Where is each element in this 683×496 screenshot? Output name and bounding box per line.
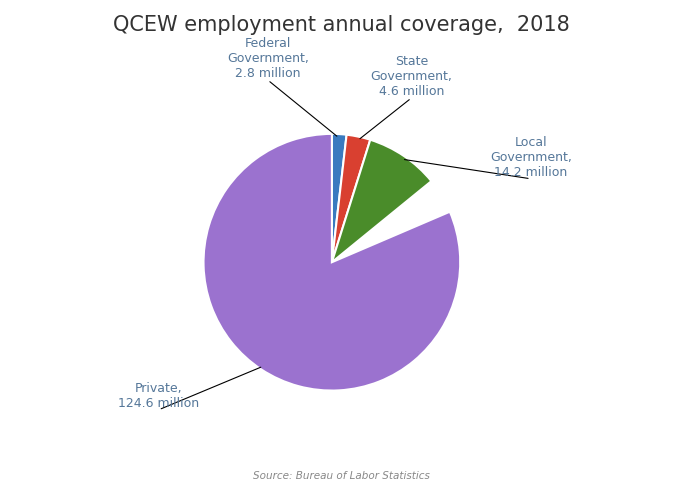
Text: Source: Bureau of Labor Statistics: Source: Bureau of Labor Statistics [253,471,430,481]
Wedge shape [332,135,370,262]
Wedge shape [204,134,460,390]
Wedge shape [332,134,346,262]
Text: Federal
Government,
2.8 million: Federal Government, 2.8 million [227,37,309,80]
Wedge shape [332,140,432,262]
Text: State
Government,
4.6 million: State Government, 4.6 million [370,55,452,98]
Text: Local
Government,
14.2 million: Local Government, 14.2 million [490,136,572,179]
Title: QCEW employment annual coverage,  2018: QCEW employment annual coverage, 2018 [113,15,570,35]
Text: Private,
124.6 million: Private, 124.6 million [118,382,199,410]
